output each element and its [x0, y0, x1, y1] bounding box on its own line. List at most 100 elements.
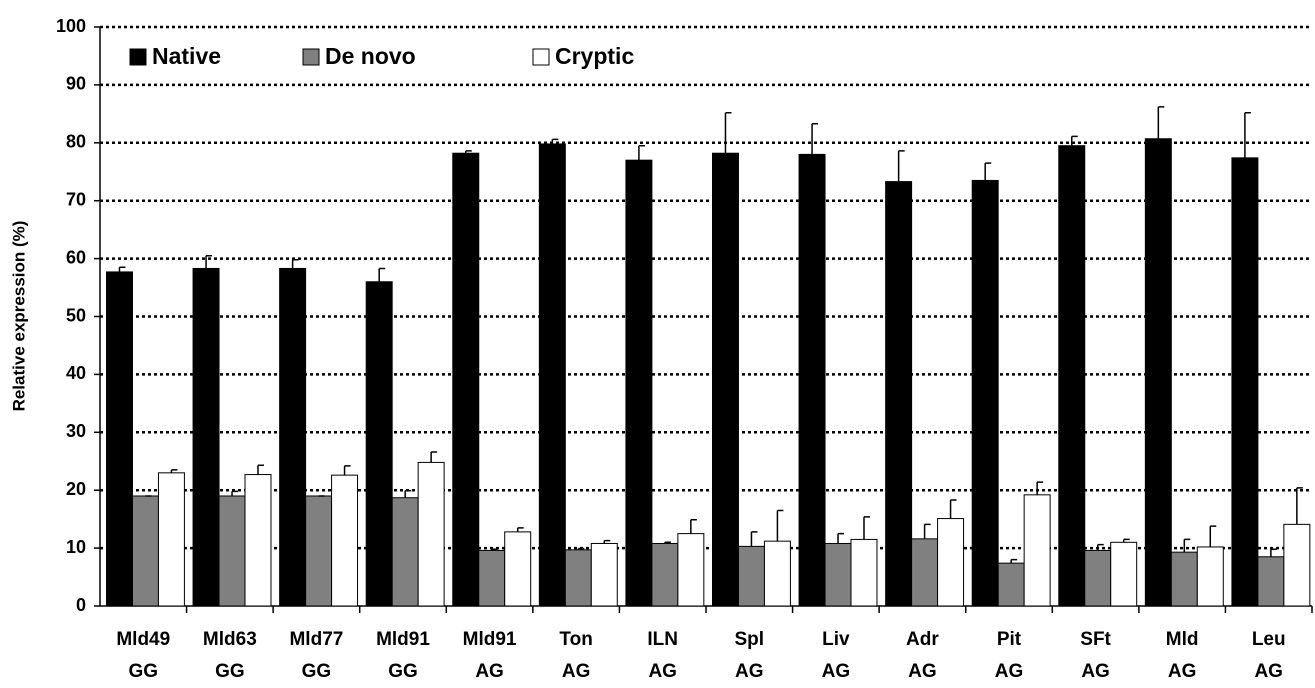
bar: [677, 533, 705, 607]
bar: [218, 495, 246, 607]
bar: [1084, 549, 1112, 607]
bar: [798, 153, 826, 607]
error-bar: [551, 138, 559, 144]
y-tick-label: 10: [66, 537, 86, 557]
error-bar: [257, 464, 264, 475]
bar: [1196, 546, 1224, 607]
y-tick-label: 0: [76, 595, 86, 615]
x-tick-label: AG: [1254, 661, 1283, 682]
x-tick-label: Adr: [906, 629, 939, 650]
error-bar: [1296, 487, 1303, 525]
x-tick-label: Spl: [735, 629, 765, 650]
error-bar: [118, 266, 126, 272]
bar: [305, 495, 333, 607]
y-tick-label: 100: [56, 16, 86, 36]
legend-label: Cryptic: [555, 43, 634, 69]
x-tick-label: AG: [1168, 661, 1197, 682]
error-bar: [291, 259, 299, 269]
error-bar: [430, 451, 438, 463]
error-bar: [1010, 558, 1018, 564]
bar: [1170, 551, 1198, 607]
legend-label: Native: [152, 43, 221, 69]
x-tick-label: AG: [475, 661, 504, 682]
x-tick-label: AG: [562, 661, 591, 682]
x-tick-label: Ton: [559, 629, 592, 650]
bar: [997, 562, 1025, 607]
x-tick-label: Mld77: [289, 629, 343, 650]
error-bar: [231, 490, 239, 496]
error-bar: [1036, 481, 1044, 495]
bar: [365, 281, 393, 607]
x-tick-label: AG: [995, 661, 1024, 682]
y-axis-label: Relative expression (%): [9, 221, 28, 412]
error-bar: [465, 150, 472, 154]
x-tick-label: Mld91: [376, 629, 430, 650]
bar: [244, 474, 272, 607]
x-tick-label: SFt: [1080, 629, 1111, 650]
y-tick-label: 30: [66, 421, 86, 441]
bar: [391, 497, 419, 607]
bar: [850, 538, 878, 607]
error-bar: [984, 162, 992, 181]
y-tick-label: 50: [66, 305, 86, 325]
bar: [1231, 157, 1259, 607]
bar: [452, 152, 480, 607]
error-bar: [343, 465, 351, 476]
bar: [1058, 145, 1086, 607]
error-bar: [863, 516, 870, 540]
error-bar: [897, 150, 905, 182]
error-bar: [750, 531, 758, 547]
bar: [157, 472, 185, 607]
x-tick-label: Mld63: [203, 629, 257, 650]
x-tick-label: Pit: [997, 629, 1022, 650]
x-tick-label: AG: [648, 661, 677, 682]
bar: [417, 461, 445, 607]
bar: [763, 540, 791, 607]
error-bar: [638, 144, 645, 161]
bar: [564, 549, 592, 607]
bar: [105, 271, 133, 607]
bar: [1283, 523, 1311, 607]
y-tick-label: 60: [66, 247, 86, 267]
error-bar: [404, 490, 412, 498]
bar: [885, 181, 913, 607]
error-bar: [1071, 135, 1078, 146]
y-tick-label: 20: [66, 479, 86, 499]
bar: [504, 531, 532, 607]
error-bar: [1157, 106, 1165, 139]
bar: [478, 549, 506, 607]
x-tick-label: GG: [302, 661, 332, 682]
error-bar: [577, 547, 585, 550]
error-bar: [1244, 111, 1251, 158]
error-bar: [1122, 538, 1130, 543]
x-tick-label: GG: [388, 661, 418, 682]
x-tick-label: ILN: [647, 629, 678, 650]
error-bar: [1209, 525, 1217, 547]
bar: [590, 542, 618, 607]
bar: [937, 518, 965, 607]
bar: [711, 152, 739, 607]
error-bar: [811, 122, 819, 155]
legend-swatch: [129, 48, 147, 66]
bar: [1023, 494, 1051, 607]
x-tick-label: AG: [735, 661, 764, 682]
legend-swatch: [302, 48, 320, 66]
error-bar: [603, 539, 611, 544]
x-tick-label: Mld91: [463, 629, 517, 650]
error-bar: [1183, 538, 1191, 553]
error-bar: [724, 111, 732, 154]
legend-swatch: [532, 48, 550, 66]
error-bar: [170, 469, 178, 473]
bar: [1144, 138, 1172, 607]
error-bar: [923, 523, 931, 539]
bar: [192, 267, 220, 607]
bar: [911, 538, 939, 607]
x-tick-label: GG: [215, 661, 245, 682]
error-bar: [1096, 543, 1104, 551]
y-tick-label: 90: [66, 74, 86, 94]
error-bar: [949, 499, 957, 519]
x-tick-label: Leu: [1252, 629, 1286, 650]
legend-label: De novo: [325, 43, 416, 69]
bar: [538, 143, 566, 607]
x-tick-label: AG: [908, 661, 937, 682]
